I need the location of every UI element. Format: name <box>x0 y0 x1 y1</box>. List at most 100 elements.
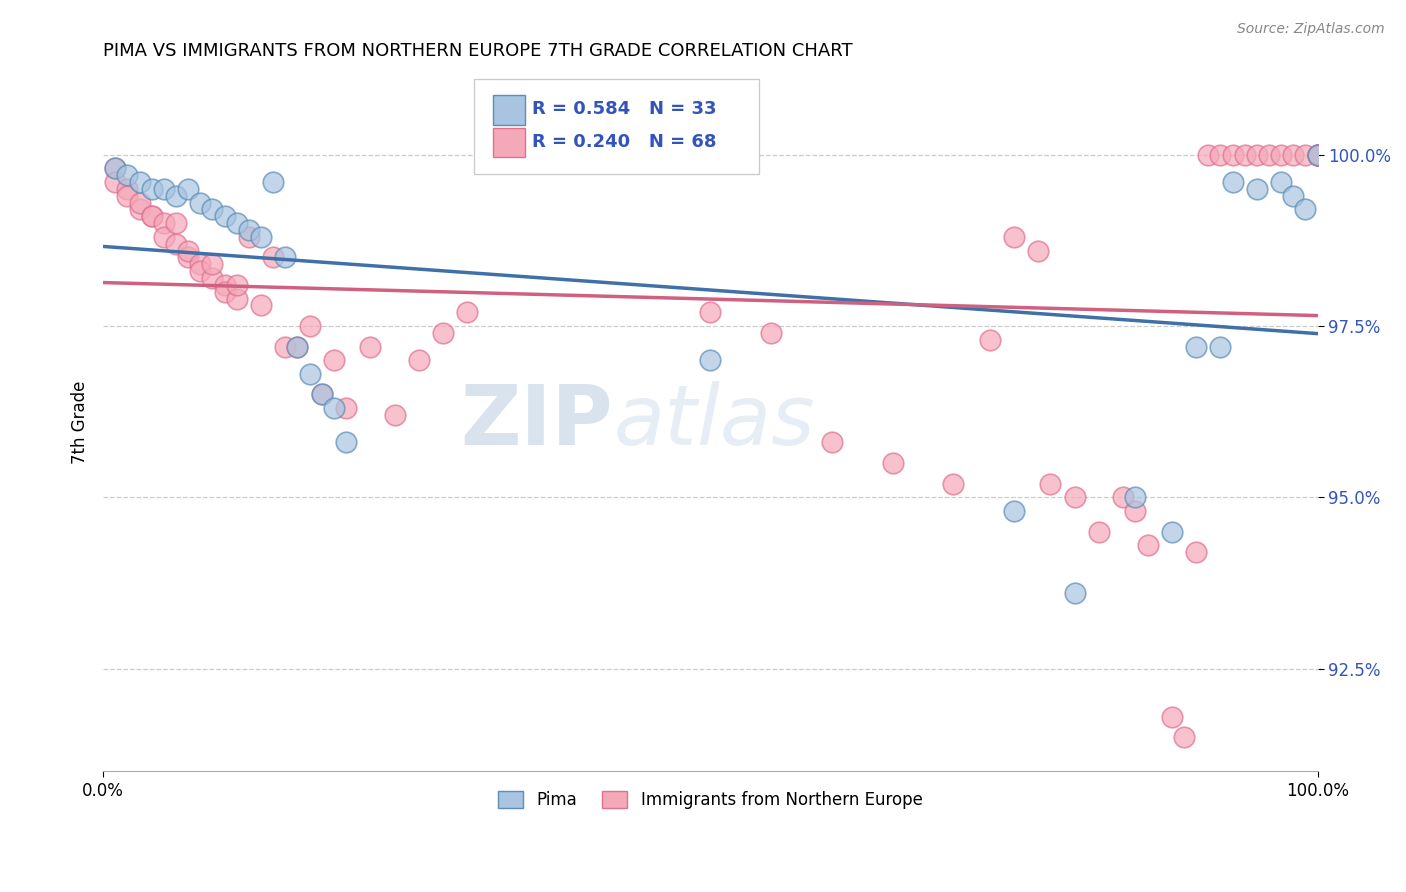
Point <box>335 401 357 416</box>
Point <box>384 408 406 422</box>
Point <box>128 175 150 189</box>
Point <box>322 353 344 368</box>
Point <box>117 182 139 196</box>
Point <box>225 216 247 230</box>
Point <box>979 333 1001 347</box>
Point <box>141 210 163 224</box>
Point <box>250 298 273 312</box>
Point <box>128 202 150 217</box>
Point <box>298 318 321 333</box>
Point <box>262 175 284 189</box>
Text: R = 0.584   N = 33: R = 0.584 N = 33 <box>531 101 716 119</box>
Point <box>214 277 236 292</box>
Point <box>456 305 478 319</box>
Point <box>335 435 357 450</box>
Point <box>1306 147 1329 161</box>
Point <box>188 264 211 278</box>
Point <box>274 251 297 265</box>
Point <box>238 230 260 244</box>
Point <box>104 161 127 176</box>
Point <box>1002 504 1025 518</box>
Point <box>1270 147 1292 161</box>
Point <box>942 476 965 491</box>
Legend: Pima, Immigrants from Northern Europe: Pima, Immigrants from Northern Europe <box>492 784 929 815</box>
FancyBboxPatch shape <box>494 128 524 157</box>
Point <box>359 339 381 353</box>
Point <box>1209 339 1232 353</box>
Point <box>214 210 236 224</box>
Point <box>699 353 721 368</box>
Point <box>1125 504 1147 518</box>
Point <box>1173 730 1195 744</box>
Point <box>1306 147 1329 161</box>
Point <box>1063 586 1085 600</box>
Point <box>201 271 224 285</box>
Point <box>1039 476 1062 491</box>
Point <box>287 339 309 353</box>
Point <box>165 216 187 230</box>
Point <box>165 236 187 251</box>
Point <box>1282 147 1305 161</box>
Point <box>298 367 321 381</box>
Point <box>1294 202 1316 217</box>
Point <box>432 326 454 340</box>
Point <box>141 182 163 196</box>
Y-axis label: 7th Grade: 7th Grade <box>72 380 89 464</box>
Point <box>1088 524 1111 539</box>
FancyBboxPatch shape <box>494 95 524 125</box>
Point <box>104 161 127 176</box>
Point <box>1246 182 1268 196</box>
Point <box>1160 524 1182 539</box>
Point <box>1282 188 1305 202</box>
Point <box>311 387 333 401</box>
Point <box>1160 709 1182 723</box>
Point <box>408 353 430 368</box>
Text: ZIP: ZIP <box>461 382 613 462</box>
Point <box>153 230 176 244</box>
Point <box>141 210 163 224</box>
Point <box>238 223 260 237</box>
Point <box>1306 147 1329 161</box>
Point <box>1112 490 1135 504</box>
Point <box>1063 490 1085 504</box>
Point <box>1185 545 1208 559</box>
Text: PIMA VS IMMIGRANTS FROM NORTHERN EUROPE 7TH GRADE CORRELATION CHART: PIMA VS IMMIGRANTS FROM NORTHERN EUROPE … <box>103 42 853 60</box>
Point <box>1002 230 1025 244</box>
Point <box>1136 538 1159 552</box>
Point <box>1222 147 1244 161</box>
Point <box>188 257 211 271</box>
Text: Source: ZipAtlas.com: Source: ZipAtlas.com <box>1237 22 1385 37</box>
Point <box>153 216 176 230</box>
Point <box>225 277 247 292</box>
FancyBboxPatch shape <box>474 79 759 174</box>
Point <box>177 244 200 258</box>
Text: atlas: atlas <box>613 382 815 462</box>
Point <box>1294 147 1316 161</box>
Point <box>1209 147 1232 161</box>
Text: R = 0.240   N = 68: R = 0.240 N = 68 <box>531 133 716 151</box>
Point <box>177 182 200 196</box>
Point <box>882 456 904 470</box>
Point <box>1270 175 1292 189</box>
Point <box>128 195 150 210</box>
Point <box>225 292 247 306</box>
Point <box>699 305 721 319</box>
Point <box>153 182 176 196</box>
Point <box>1197 147 1219 161</box>
Point <box>214 285 236 299</box>
Point <box>117 168 139 182</box>
Point <box>1222 175 1244 189</box>
Point <box>1246 147 1268 161</box>
Point <box>287 339 309 353</box>
Point <box>165 188 187 202</box>
Point <box>177 251 200 265</box>
Point <box>201 257 224 271</box>
Point <box>262 251 284 265</box>
Point <box>311 387 333 401</box>
Point <box>1026 244 1049 258</box>
Point <box>322 401 344 416</box>
Point <box>1233 147 1256 161</box>
Point <box>104 175 127 189</box>
Point <box>1306 147 1329 161</box>
Point <box>1306 147 1329 161</box>
